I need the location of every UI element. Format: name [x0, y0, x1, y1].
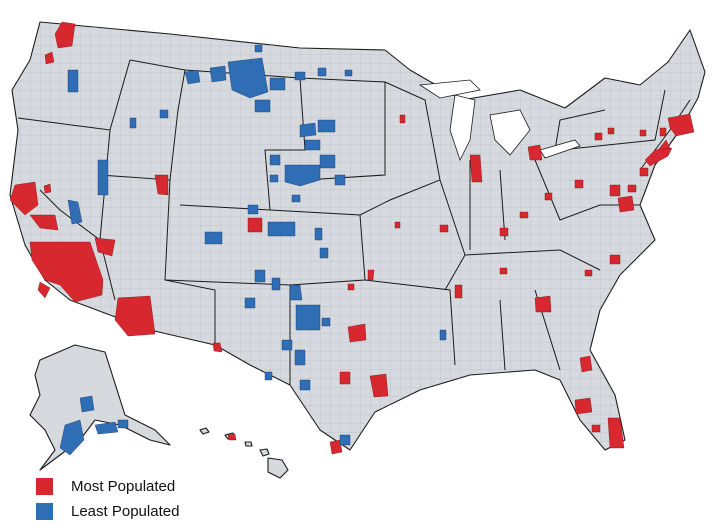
legend-label-most-populated: Most Populated	[71, 477, 176, 495]
hawaii	[199, 427, 289, 479]
least-populated-counties	[59, 44, 447, 456]
legend-swatch-least-populated	[36, 502, 53, 520]
most-populated-counties	[9, 21, 695, 455]
legend-label-least-populated: Least Populated	[71, 502, 180, 520]
alaska	[29, 344, 171, 471]
legend-item-least-populated: Least Populated	[36, 499, 179, 523]
great-lakes	[418, 79, 581, 162]
map-legend: Most Populated Least Populated	[36, 474, 179, 524]
legend-swatch-most-populated	[36, 477, 53, 495]
legend-item-most-populated: Most Populated	[36, 474, 179, 498]
